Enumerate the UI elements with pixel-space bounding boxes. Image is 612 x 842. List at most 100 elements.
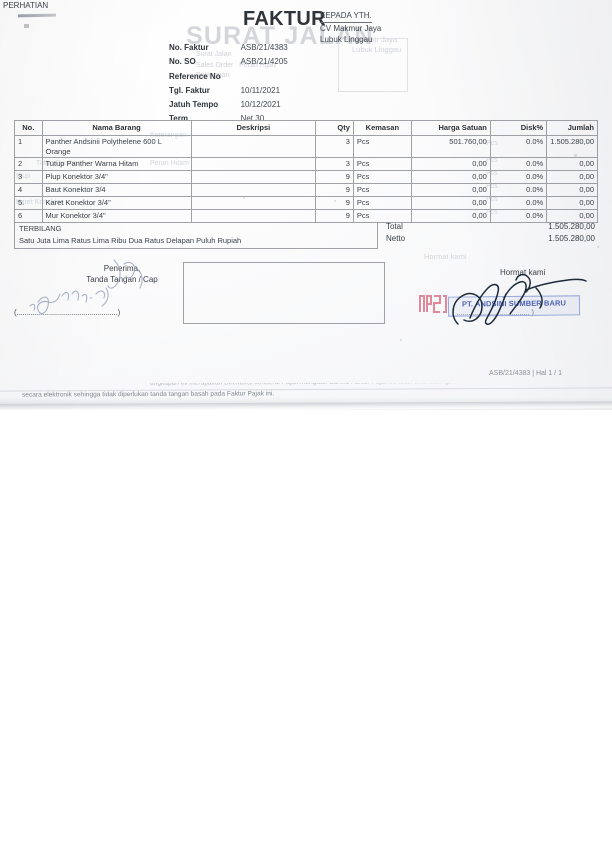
cell-name: Panther Andsinii Polythelene 600 L Orang… — [41, 134, 192, 159]
column-header-jumlah: Jumlah — [546, 120, 598, 136]
meta-row: No. SO ASB/21/4205 — [169, 56, 288, 68]
cell-qty: 9 — [315, 209, 354, 224]
bleed-through-hormat: Hormat kami — [424, 252, 467, 261]
cell-no: 4 — [14, 183, 43, 198]
meta-row: Tgl. Faktur 10/11/2021 — [169, 85, 288, 97]
recipient-block: KEPADA YTH. CV Makmur Jaya Lubuk Linggau — [320, 10, 381, 45]
meta-label: No. SO — [169, 57, 196, 67]
bleed-through-meta-labels: Surat Jalan Sales Order Peran Hijau Pelang… — [196, 51, 276, 79]
table-row: 6 Mur Konektor 3/4" 9 Pcs 0,00 0.0% 0,00 — [14, 209, 598, 224]
cell-name: Plup Konektor 3/4" — [41, 170, 192, 185]
page-title: FAKTUR — [243, 8, 326, 30]
cell-kemasan: Pcs — [352, 157, 412, 172]
table-row: 3 Plup Konektor 3/4" 9 Pcs 0,00 0.0% 0,0… — [14, 170, 598, 185]
scan-artifact-dot — [24, 24, 29, 28]
cell-harga: 0,00 — [410, 157, 491, 172]
cell-no: 3 — [14, 170, 43, 185]
fineprint-line-1: ungkapan ini merupakan Direktorat Jender… — [150, 383, 458, 387]
cell-harga: 0,00 — [410, 196, 491, 211]
column-header-kemasan: Kemasan — [352, 120, 412, 136]
recipient-name: CV Makmur Jaya — [320, 23, 382, 33]
cell-no: 5. — [14, 196, 43, 211]
totals-row: Total 1.505.280,00 — [384, 222, 598, 234]
cell-jumlah: 1.505.280,00 — [546, 134, 598, 159]
meta-value: 10/11/2021 — [240, 85, 281, 95]
totals-table: Total 1.505.280,00 Netto 1.505.280,00 — [384, 222, 598, 245]
scan-speck — [597, 246, 599, 248]
cell-qty: 3 — [315, 134, 354, 159]
scan-artifact-mark — [17, 13, 57, 18]
cell-kemasan: Pcs — [352, 209, 412, 224]
sender-signature-line: ( .................................... ) — [452, 308, 534, 317]
total-label: Total — [386, 222, 403, 231]
document-reference-footer: ASB/21/4383 | Hal 1 / 1 — [489, 370, 563, 377]
totals-row: Netto 1.505.280,00 — [384, 234, 598, 246]
meta-value: ASB/21/4383 — [240, 43, 288, 52]
table-row: 2 Tutup Panther Warna Hitam 3 Pcs 0,00 0… — [14, 157, 598, 172]
meta-label: No. Faktur — [169, 43, 209, 52]
cell-jumlah: 0,00 — [546, 170, 598, 185]
cell-disk: 0.0% — [489, 183, 548, 198]
meta-label: Term — [169, 114, 188, 124]
cell-name: Baut Konektor 3/4 — [41, 183, 192, 198]
receiver-signature-line: (.......................................… — [14, 308, 121, 317]
column-header-qty: Qty — [315, 120, 354, 136]
cell-qty: 9 — [315, 196, 354, 211]
meta-row: Term Net 30 — [169, 113, 288, 125]
netto-label: Netto — [386, 233, 406, 243]
cell-qty: 9 — [315, 183, 354, 198]
recipient-label: KEPADA YTH. — [320, 10, 372, 23]
cell-name: Tutup Panther Warna Hitam — [41, 157, 192, 172]
receiver-signature-block: Penerima, Tanda Tangan / Cap — [42, 263, 202, 285]
cell-harga: 0,00 — [410, 170, 491, 185]
table-row: 1 Panther Andsinii Polythelene 600 L Ora… — [14, 134, 598, 159]
cell-desc — [190, 209, 317, 224]
meta-label: Tgl. Faktur — [169, 85, 210, 95]
scan-speck — [400, 339, 402, 341]
cell-disk: 0.0% — [489, 170, 548, 185]
table-header-row: No. Nama Barang Deskripsi Qty Kemasan Ha… — [14, 120, 598, 136]
cell-no: 1 — [14, 134, 43, 159]
attention-label: PERHATIAN — [3, 1, 49, 10]
cell-harga: 0,00 — [410, 209, 491, 224]
cell-disk: 0.0% — [489, 196, 548, 211]
cell-name: Karet Konektor 3/4" — [41, 196, 192, 211]
cell-no: 2 — [14, 157, 43, 172]
cell-harga: 501.760,00 — [410, 134, 491, 159]
cell-desc — [190, 183, 317, 198]
column-header-disk: Disk% — [489, 120, 548, 136]
bleed-through-box — [338, 38, 408, 92]
cell-kemasan: Pcs — [352, 170, 412, 185]
sender-signature-label: Hormat kami — [500, 268, 546, 277]
column-header-desc: Deskripsi — [190, 120, 317, 136]
terbilang-value: Satu Juta Lima Ratus Lima Ribu Dua Ratus… — [19, 236, 242, 245]
cell-jumlah: 0,00 — [546, 157, 598, 172]
terbilang-box: TERBILANG Satu Juta Lima Ratus Lima Ribu… — [14, 222, 378, 249]
cell-jumlah: 0,00 — [546, 183, 598, 198]
scanner-background — [0, 410, 612, 842]
cell-disk: 0.0% — [489, 209, 548, 224]
total-value: 1.505.280,00 — [548, 222, 595, 231]
receiver-label-line1: Penerima, — [103, 264, 141, 273]
column-header-no: No. — [14, 120, 43, 136]
cell-desc — [190, 134, 317, 159]
cell-no: 6 — [14, 209, 43, 224]
bleed-through-recipient: Makmur Jaya Lubuk Linggau — [352, 35, 402, 54]
column-header-name: Nama Barang — [41, 120, 192, 136]
cell-name: Mur Konektor 3/4" — [41, 209, 192, 224]
attention-box — [183, 262, 385, 324]
cell-jumlah: 0,00 — [546, 209, 598, 224]
cell-kemasan: Pcs — [352, 196, 412, 211]
invoice-meta-table: No. Faktur ASB/21/4383 No. SO ASB/21/420… — [167, 40, 290, 128]
meta-label: Reference No — [169, 71, 221, 81]
cell-disk: 0.0% — [489, 157, 548, 172]
meta-row: No. Faktur ASB/21/4383 — [169, 42, 288, 54]
netto-value: 1.505.280,00 — [548, 233, 595, 243]
table-row: 5. Karet Konektor 3/4" 9 Pcs 0,00 0.0% 0… — [14, 196, 598, 211]
meta-value: Net 30 — [240, 114, 265, 124]
company-logo-icon — [419, 295, 447, 313]
cell-qty: 3 — [315, 157, 354, 172]
line-items-table: No. Nama Barang Deskripsi Qty Kemasan Ha… — [14, 120, 598, 224]
meta-row: Jatuh Tempo 10/12/2021 — [169, 99, 288, 111]
scanned-invoice-page: SURAT JALAN Surat Jalan Sales Order Peran… — [0, 0, 612, 690]
